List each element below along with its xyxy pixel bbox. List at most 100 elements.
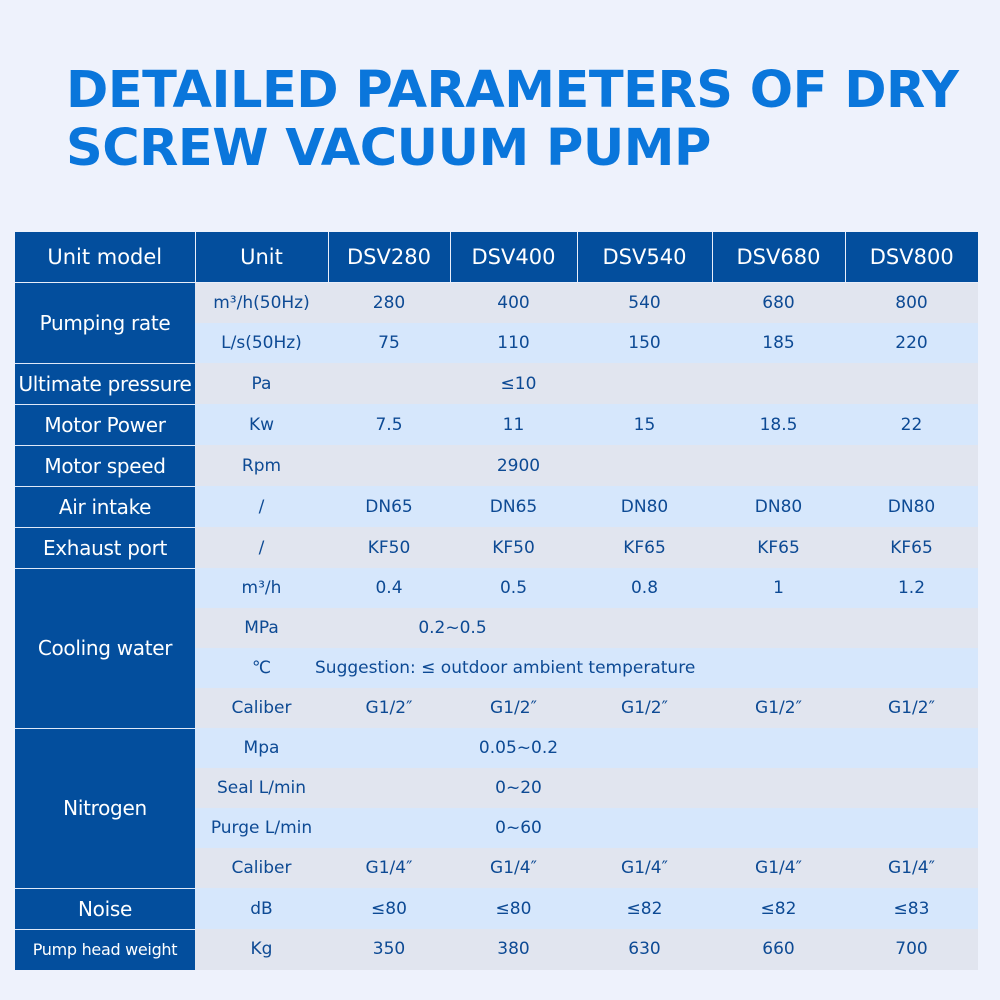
unit-cell: dB bbox=[195, 888, 328, 929]
value-cell-merged: 0.05~0.2 bbox=[328, 728, 978, 768]
row-label-pumping-rate: Pumping rate bbox=[15, 282, 195, 363]
table-row: Exhaust port / KF50 KF50 KF65 KF65 KF65 bbox=[15, 526, 978, 568]
row-label-noise: Noise bbox=[15, 887, 195, 929]
value-cell: 150 bbox=[577, 323, 712, 363]
page-title: DETAILED PARAMETERS OF DRY SCREW VACUUM … bbox=[66, 61, 959, 178]
table-row: MPa 0.2~0.5 bbox=[15, 608, 978, 648]
unit-cell: Kw bbox=[195, 404, 328, 445]
value-cell: 0.4 bbox=[328, 568, 450, 608]
unit-cell: Purge L/min bbox=[195, 808, 328, 848]
value-cell: 800 bbox=[845, 282, 978, 323]
value-cell: 22 bbox=[845, 404, 978, 445]
value-cell: DN65 bbox=[328, 486, 450, 527]
value-cell: 220 bbox=[845, 323, 978, 363]
value-cell: G1/2″ bbox=[450, 688, 577, 728]
merged-value: 0.05~0.2 bbox=[478, 738, 559, 758]
row-label-motor-speed: Motor speed bbox=[15, 444, 195, 486]
table-row: Noise dB ≤80 ≤80 ≤82 ≤82 ≤83 bbox=[15, 887, 978, 929]
value-cell: ≤80 bbox=[328, 888, 450, 929]
unit-cell: Caliber bbox=[195, 848, 328, 888]
header-model-dsv280: DSV280 bbox=[327, 232, 451, 283]
merged-value: 0~20 bbox=[495, 778, 542, 798]
unit-cell: / bbox=[195, 486, 328, 527]
value-cell: G1/2″ bbox=[577, 688, 712, 728]
value-cell-merged: 2900 bbox=[328, 445, 978, 486]
value-cell: ≤83 bbox=[845, 888, 978, 929]
unit-cell: Caliber bbox=[195, 688, 328, 728]
unit-cell: L/s(50Hz) bbox=[195, 323, 328, 363]
value-cell: 350 bbox=[328, 929, 450, 970]
header-unit: Unit bbox=[194, 232, 329, 283]
value-cell: DN80 bbox=[577, 486, 712, 527]
table-row: Pumping rate m³/h(50Hz) 280 400 540 680 … bbox=[15, 282, 978, 363]
value-cell: ≤82 bbox=[577, 888, 712, 929]
value-cell: G1/2″ bbox=[712, 688, 845, 728]
merged-value: 0~60 bbox=[495, 818, 542, 838]
unit-cell: Kg bbox=[195, 929, 328, 970]
value-cell: DN65 bbox=[450, 486, 577, 527]
value-cell-merged: 0~20 bbox=[328, 768, 978, 808]
value-cell: 680 bbox=[712, 282, 845, 323]
value-cell: 15 bbox=[577, 404, 712, 445]
merged-value: 0.2~0.5 bbox=[418, 618, 487, 638]
value-cell-merged: ≤10 bbox=[328, 363, 978, 404]
table-row: L/s(50Hz) 75 110 150 185 220 bbox=[15, 323, 978, 363]
value-cell: 380 bbox=[450, 929, 577, 970]
unit-cell: m³/h bbox=[195, 568, 328, 608]
table-row: Cooling water m³/h 0.4 0.5 0.8 1 1.2 bbox=[15, 567, 978, 728]
table-row: ℃ Suggestion: ≤ outdoor ambient temperat… bbox=[15, 648, 978, 688]
value-cell: 700 bbox=[845, 929, 978, 970]
value-cell: 0.8 bbox=[577, 568, 712, 608]
value-cell: 1.2 bbox=[845, 568, 978, 608]
value-cell: 18.5 bbox=[712, 404, 845, 445]
header-model-dsv400: DSV400 bbox=[449, 232, 578, 283]
value-cell: 540 bbox=[577, 282, 712, 323]
value-cell: G1/4″ bbox=[577, 848, 712, 888]
unit-cell: Pa bbox=[195, 363, 328, 404]
row-label-nitrogen: Nitrogen bbox=[15, 727, 195, 888]
table-row: Caliber G1/4″ G1/4″ G1/4″ G1/4″ G1/4″ bbox=[15, 848, 978, 888]
unit-cell: Mpa bbox=[195, 728, 328, 768]
parameters-table: Unit model Unit DSV280 DSV400 DSV540 DSV… bbox=[15, 232, 978, 970]
value-cell: 1 bbox=[712, 568, 845, 608]
merged-value: Suggestion: ≤ outdoor ambient temperatur… bbox=[315, 658, 696, 678]
header-unit-model: Unit model bbox=[15, 232, 196, 283]
value-cell: 7.5 bbox=[328, 404, 450, 445]
value-cell: 280 bbox=[328, 282, 450, 323]
unit-cell: Seal L/min bbox=[195, 768, 328, 808]
unit-cell: Rpm bbox=[195, 445, 328, 486]
value-cell: 0.5 bbox=[450, 568, 577, 608]
value-cell-merged: 0~60 bbox=[328, 808, 978, 848]
header-model-dsv800: DSV800 bbox=[844, 232, 978, 283]
row-label-cooling-water: Cooling water bbox=[15, 567, 195, 728]
table-row: Purge L/min 0~60 bbox=[15, 808, 978, 848]
value-cell: G1/4″ bbox=[845, 848, 978, 888]
value-cell: DN80 bbox=[845, 486, 978, 527]
value-cell: KF50 bbox=[450, 527, 577, 568]
value-cell: G1/4″ bbox=[712, 848, 845, 888]
table-row: Air intake / DN65 DN65 DN80 DN80 DN80 bbox=[15, 485, 978, 527]
title-line-1: DETAILED PARAMETERS OF DRY bbox=[66, 61, 959, 120]
value-cell: DN80 bbox=[712, 486, 845, 527]
value-cell: KF65 bbox=[712, 527, 845, 568]
table-header-row: Unit model Unit DSV280 DSV400 DSV540 DSV… bbox=[15, 232, 978, 283]
value-cell: G1/2″ bbox=[328, 688, 450, 728]
value-cell-merged: Suggestion: ≤ outdoor ambient temperatur… bbox=[315, 648, 978, 688]
value-cell: KF65 bbox=[577, 527, 712, 568]
table-row: Motor speed Rpm 2900 bbox=[15, 444, 978, 486]
value-cell: 110 bbox=[450, 323, 577, 363]
value-cell: ≤82 bbox=[712, 888, 845, 929]
value-cell: 630 bbox=[577, 929, 712, 970]
value-cell: G1/2″ bbox=[845, 688, 978, 728]
table-row: Ultimate pressure Pa ≤10 bbox=[15, 362, 978, 404]
row-label-motor-power: Motor Power bbox=[15, 403, 195, 445]
value-cell-merged: 0.2~0.5 bbox=[328, 608, 978, 648]
header-model-dsv540: DSV540 bbox=[576, 232, 713, 283]
value-cell: KF65 bbox=[845, 527, 978, 568]
value-cell: 185 bbox=[712, 323, 845, 363]
value-cell: G1/4″ bbox=[328, 848, 450, 888]
row-label-ultimate-pressure: Ultimate pressure bbox=[15, 362, 195, 404]
value-cell: KF50 bbox=[328, 527, 450, 568]
merged-value: ≤10 bbox=[500, 373, 537, 394]
row-label-air-intake: Air intake bbox=[15, 485, 195, 527]
